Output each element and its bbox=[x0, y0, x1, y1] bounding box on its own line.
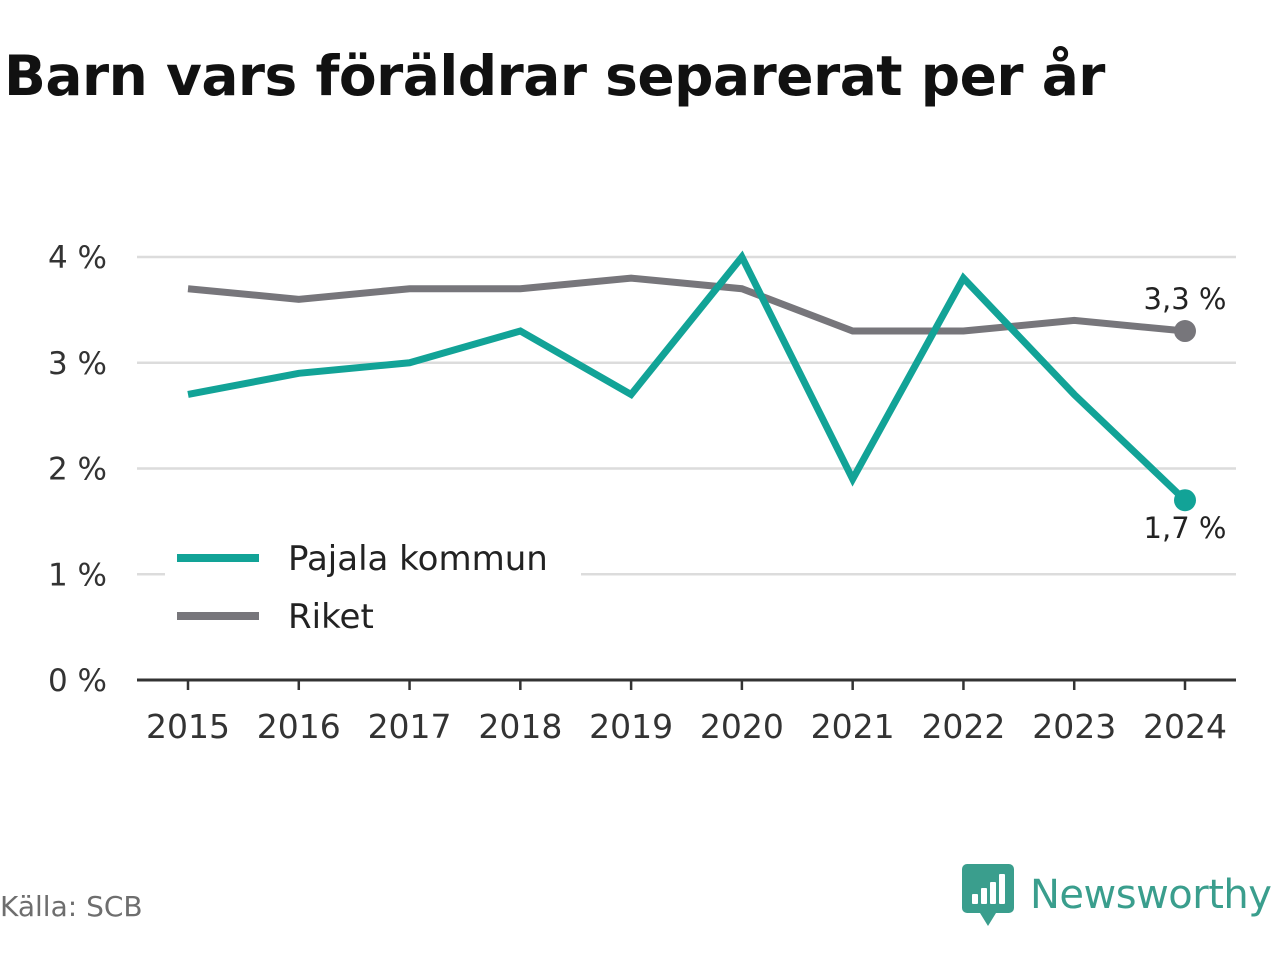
x-tick-label: 2024 bbox=[1143, 707, 1227, 746]
x-tick-label: 2015 bbox=[146, 707, 230, 746]
x-tick-label: 2021 bbox=[811, 707, 895, 746]
legend: Pajala kommun Riket bbox=[165, 534, 581, 639]
y-tick-label: 1 % bbox=[48, 557, 107, 593]
x-tick-label: 2023 bbox=[1032, 707, 1116, 746]
y-tick-label: 4 % bbox=[48, 240, 107, 276]
x-tick-label: 2020 bbox=[700, 707, 784, 746]
chart-title: Barn vars föräldrar separerat per år bbox=[4, 44, 1105, 108]
axes: 0 % 1 % 2 % 3 % 4 % 2015 2016 2017 2018 2019 2020 2… bbox=[48, 240, 1236, 746]
legend-label: Pajala kommun bbox=[288, 539, 548, 579]
newsworthy-logo-icon bbox=[962, 864, 1014, 926]
gridlines bbox=[137, 255, 1236, 576]
legend-label: Riket bbox=[288, 597, 374, 637]
y-tick-label: 3 % bbox=[48, 346, 107, 382]
brand-logo: Newsworthy bbox=[962, 864, 1272, 926]
data-point bbox=[1174, 320, 1196, 343]
series-line bbox=[187, 274, 1186, 335]
end-label: 3,3 % bbox=[1144, 282, 1227, 316]
line-chart: 0 % 1 % 2 % 3 % 4 % 2015 2016 2017 2018 2019 2020 2… bbox=[48, 240, 1236, 746]
y-tick-label: 0 % bbox=[48, 663, 107, 699]
brand-name: Newsworthy bbox=[1030, 872, 1272, 918]
end-labels: 1,7 % 3,3 % bbox=[1144, 282, 1227, 545]
y-tick-label: 2 % bbox=[48, 452, 107, 488]
x-tick-label: 2019 bbox=[589, 707, 673, 746]
x-tick-label: 2017 bbox=[368, 707, 452, 746]
x-tick-label: 2022 bbox=[921, 707, 1005, 746]
series-line bbox=[187, 250, 1188, 503]
x-tick-label: 2018 bbox=[478, 707, 562, 746]
series bbox=[187, 250, 1196, 512]
legend-background bbox=[165, 534, 581, 639]
source-note: Källa: SCB bbox=[0, 890, 143, 923]
x-tick-label: 2016 bbox=[257, 707, 341, 746]
data-point bbox=[1174, 489, 1196, 512]
end-label: 1,7 % bbox=[1144, 511, 1227, 545]
